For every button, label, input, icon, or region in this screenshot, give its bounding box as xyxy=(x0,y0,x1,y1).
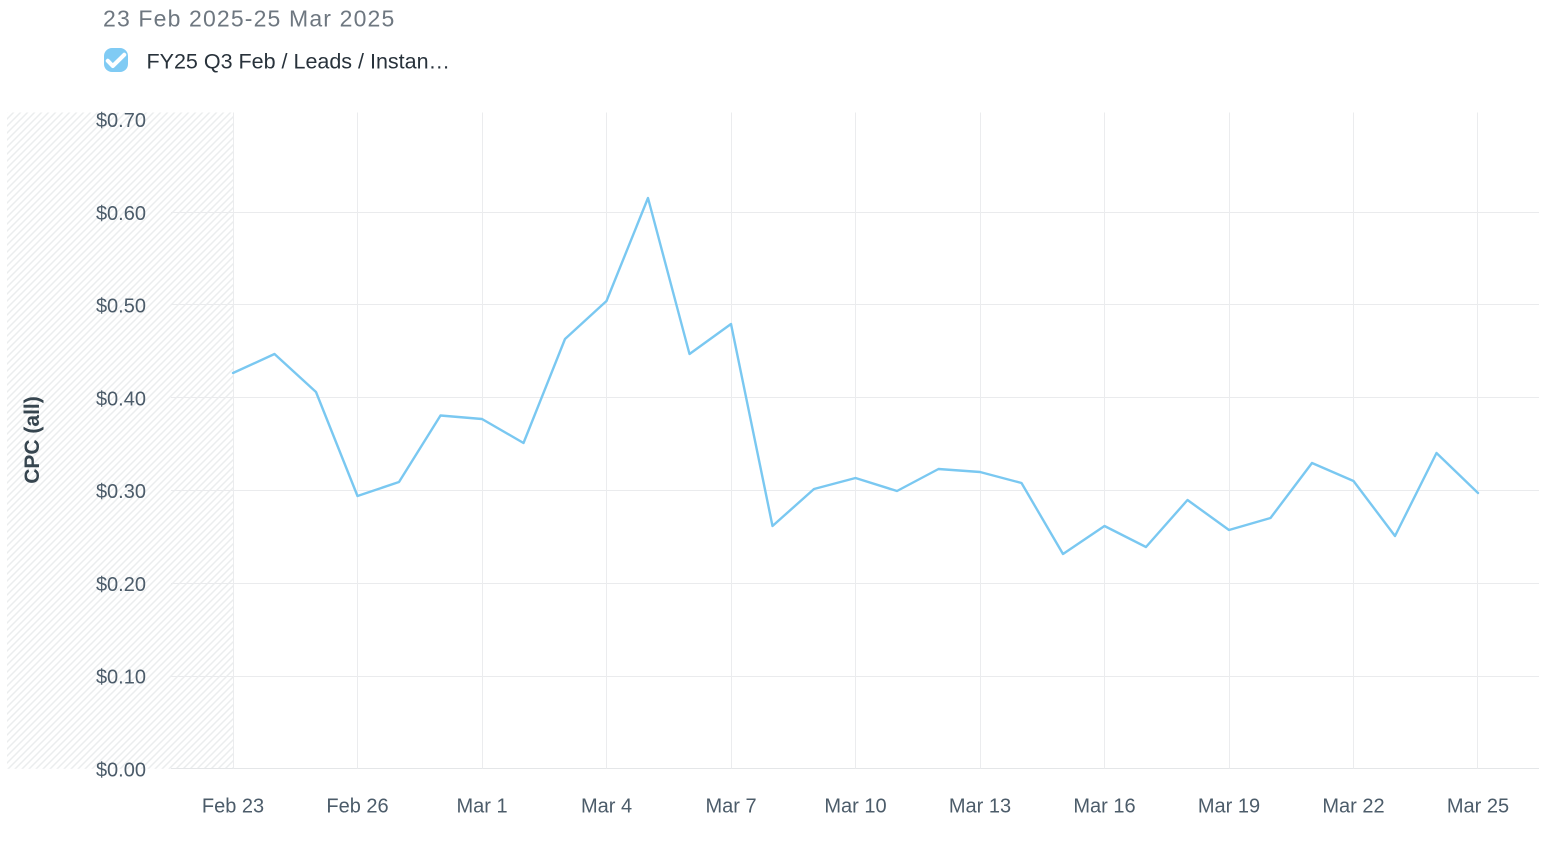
svg-text:Mar 16: Mar 16 xyxy=(1073,795,1135,817)
svg-text:$0.20: $0.20 xyxy=(96,574,146,596)
svg-text:$0.60: $0.60 xyxy=(96,203,146,225)
svg-text:$0.70: $0.70 xyxy=(96,110,146,132)
svg-text:$0.50: $0.50 xyxy=(96,296,146,318)
svg-text:Mar 13: Mar 13 xyxy=(949,795,1011,817)
svg-text:Mar 1: Mar 1 xyxy=(456,795,507,817)
svg-text:FY25 Q3 Feb / Leads / Instan…: FY25 Q3 Feb / Leads / Instan… xyxy=(147,49,451,73)
svg-text:Mar 25: Mar 25 xyxy=(1447,795,1509,817)
svg-text:23 Feb 2025-25 Mar 2025: 23 Feb 2025-25 Mar 2025 xyxy=(103,6,395,32)
svg-text:$0.10: $0.10 xyxy=(96,667,146,689)
svg-text:$0.30: $0.30 xyxy=(96,481,146,503)
svg-text:Mar 10: Mar 10 xyxy=(824,795,886,817)
svg-text:$0.00: $0.00 xyxy=(96,760,146,782)
svg-text:Mar 4: Mar 4 xyxy=(581,795,632,817)
svg-text:CPC (all): CPC (all) xyxy=(21,396,44,484)
svg-text:Mar 19: Mar 19 xyxy=(1198,795,1260,817)
svg-text:Feb 26: Feb 26 xyxy=(326,795,388,817)
svg-text:Feb 23: Feb 23 xyxy=(202,795,264,817)
svg-text:Mar 22: Mar 22 xyxy=(1322,795,1384,817)
svg-text:$0.40: $0.40 xyxy=(96,389,146,411)
svg-text:Mar 7: Mar 7 xyxy=(705,795,756,817)
